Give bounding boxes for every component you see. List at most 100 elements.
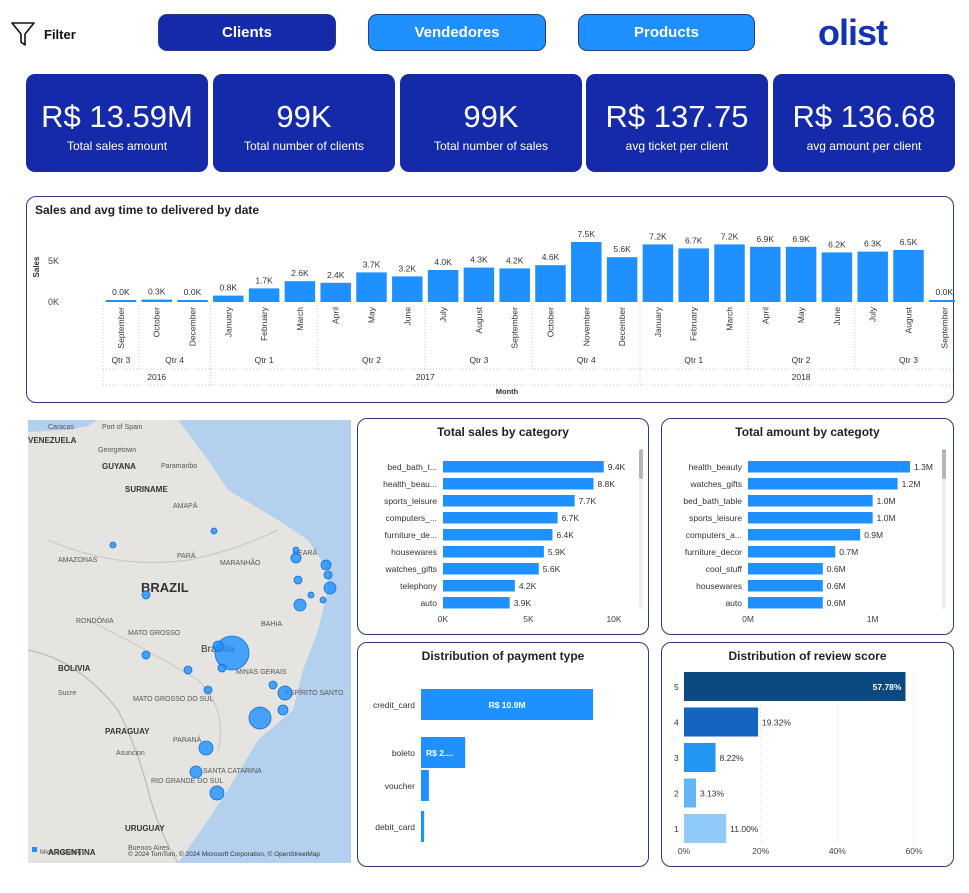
kpi-value: 99K xyxy=(463,99,519,134)
scrollbar-thumb[interactable] xyxy=(942,449,946,479)
map-place-label: PARAGUAY xyxy=(105,727,150,736)
x-tick-label: 10K xyxy=(606,614,621,624)
map-bubble[interactable] xyxy=(203,685,213,695)
month-tick-label: December xyxy=(617,307,627,346)
map-bubble[interactable] xyxy=(212,640,224,652)
map-place-label: Paramaribo xyxy=(161,463,197,470)
amount-by-category-title: Total amount by categoty xyxy=(735,425,880,439)
payment-bar xyxy=(421,811,425,842)
map-bubble[interactable] xyxy=(268,680,278,690)
map-bubble[interactable] xyxy=(307,591,315,599)
payment-type-label: voucher xyxy=(385,781,415,791)
map-place-label: BAHIA xyxy=(261,621,282,628)
map-bubble[interactable] xyxy=(210,527,218,535)
timeline-bar xyxy=(284,281,316,302)
timeline-bar-label: 6.3K xyxy=(864,239,882,249)
timeline-bar xyxy=(714,244,745,302)
map-bubble[interactable] xyxy=(323,581,337,595)
clients-button[interactable]: Clients xyxy=(158,14,336,51)
map-bubble[interactable] xyxy=(189,765,203,779)
payment-type-label: boleto xyxy=(392,748,415,758)
vendedores-button[interactable]: Vendedores xyxy=(368,14,546,51)
map-bubble[interactable] xyxy=(248,706,272,730)
scrollbar-track[interactable] xyxy=(942,449,946,609)
map-bubble[interactable] xyxy=(292,546,300,554)
map-bubble[interactable] xyxy=(319,596,327,604)
category-bar xyxy=(443,495,575,507)
map-bubble[interactable] xyxy=(277,685,293,701)
timeline-bar xyxy=(248,288,280,302)
map-bubble[interactable] xyxy=(209,785,225,801)
category-bar xyxy=(443,580,515,592)
month-tick-label: July xyxy=(438,306,448,322)
amount-by-category-chart: health_beauty 1.3M watches_gifts 1.2M bed_ba… xyxy=(683,449,946,624)
map-place-label: RONDÔNIA xyxy=(76,616,114,625)
timeline-bar xyxy=(857,251,888,302)
ocean-area xyxy=(28,420,98,432)
map-bubble[interactable] xyxy=(141,650,151,660)
map-bubble[interactable] xyxy=(323,570,333,580)
sales-map[interactable]: Caracas Port of Spain VENEZUELA Georgetown G… xyxy=(28,420,351,863)
kpi-avg-ticket: R$ 137.75 avg ticket per client xyxy=(586,74,768,172)
month-tick-label: February xyxy=(259,306,269,341)
category-label: furniture_decor xyxy=(685,547,742,557)
category-bar xyxy=(748,478,898,490)
category-bar xyxy=(748,512,873,524)
scrollbar-track[interactable] xyxy=(639,449,643,609)
map-place-label: ARGENTINA xyxy=(48,848,96,857)
month-tick-label: December xyxy=(188,307,198,346)
review-score-label: 5 xyxy=(674,682,679,692)
timeline-bar xyxy=(750,246,781,302)
timeline-bar-label: 1.7K xyxy=(255,275,273,285)
filter-button[interactable]: Filter xyxy=(10,16,100,52)
map-bubble[interactable] xyxy=(214,635,250,671)
timeline-bar-label: 0.3K xyxy=(148,287,166,297)
timeline-bar-label: 0.8K xyxy=(220,283,238,293)
scrollbar-thumb[interactable] xyxy=(639,449,643,479)
timeline-bar xyxy=(463,267,495,302)
month-tick-label: October xyxy=(546,307,556,337)
map-bubble[interactable] xyxy=(293,598,307,612)
x-tick-label: 0K xyxy=(438,614,449,624)
kpi-value: R$ 13.59M xyxy=(41,99,193,134)
map-bubble[interactable] xyxy=(109,541,117,549)
category-bar xyxy=(443,563,539,575)
map-bubble[interactable] xyxy=(217,663,227,673)
review-score-value-label: 57.78% xyxy=(873,682,902,692)
map-canvas[interactable]: Caracas Port of Spain VENEZUELA Georgetown G… xyxy=(28,420,351,863)
map-bubble[interactable] xyxy=(277,704,289,716)
state-border xyxy=(87,619,221,751)
month-tick-label: March xyxy=(725,307,735,331)
map-bubble[interactable] xyxy=(141,590,151,600)
bing-logo-icon xyxy=(32,847,37,852)
category-bar xyxy=(443,478,594,490)
timeline-bar-label: 6.2K xyxy=(828,239,846,249)
category-label: computers_... xyxy=(386,513,438,523)
timeline-bar xyxy=(105,300,137,302)
category-label: health_beau... xyxy=(383,479,437,489)
map-bubble[interactable] xyxy=(293,575,303,585)
category-label: housewares xyxy=(391,547,437,557)
map-bubble[interactable] xyxy=(183,665,193,675)
month-tick-label: April xyxy=(331,307,341,324)
bing-logo-label: Microsoft Bing xyxy=(40,849,82,856)
payment-type-title: Distribution of payment type xyxy=(421,649,585,663)
category-bar xyxy=(748,529,861,541)
x-axis-label: Month xyxy=(496,387,519,396)
map-bubble[interactable] xyxy=(320,559,332,571)
review-score-bar xyxy=(684,707,759,737)
payment-bar xyxy=(421,737,466,768)
category-value-label: 3.9K xyxy=(514,598,532,608)
kpi-value: 99K xyxy=(276,99,332,134)
category-label: watches_gifts xyxy=(385,564,438,574)
ocean-area xyxy=(178,420,351,863)
products-button[interactable]: Products xyxy=(578,14,755,51)
map-bubble[interactable] xyxy=(290,552,302,564)
map-place-label: CEARÁ xyxy=(293,548,317,557)
year-label: 2018 xyxy=(792,372,811,382)
category-label: cool_stuff xyxy=(706,564,743,574)
month-tick-label: February xyxy=(689,306,699,341)
timeline-bar-label: 4.3K xyxy=(470,255,488,265)
map-bubble[interactable] xyxy=(198,740,214,756)
category-value-label: 6.4K xyxy=(556,530,574,540)
